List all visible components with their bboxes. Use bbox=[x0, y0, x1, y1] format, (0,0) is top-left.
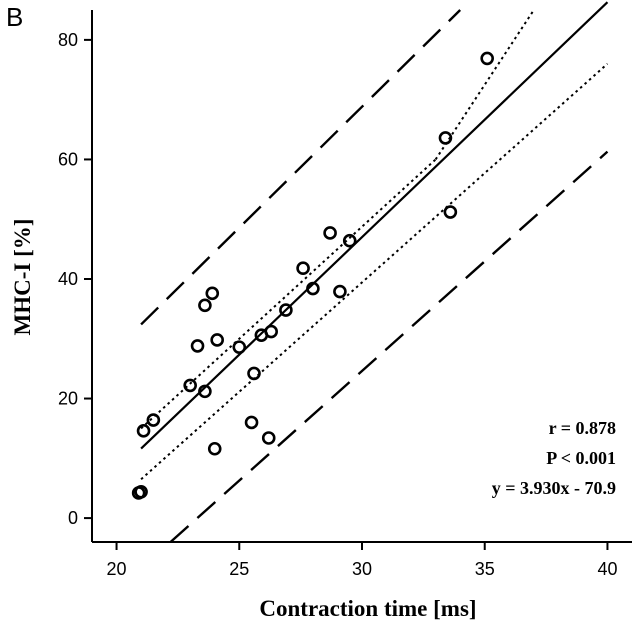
y-axis-title: MHC-I [%] bbox=[10, 219, 35, 336]
data-point bbox=[136, 424, 151, 438]
data-point bbox=[244, 415, 259, 430]
x-axis-title: Contraction time [ms] bbox=[259, 596, 476, 621]
data-point bbox=[210, 333, 224, 347]
x-tick-label: 25 bbox=[229, 559, 249, 579]
prediction-band-lower bbox=[169, 150, 609, 543]
data-point bbox=[443, 205, 458, 219]
plot-area bbox=[131, 1, 609, 543]
data-point bbox=[205, 286, 220, 301]
data-point bbox=[323, 226, 337, 240]
data-point bbox=[480, 51, 494, 66]
y-tick-label: 80 bbox=[58, 30, 78, 50]
data-point bbox=[207, 441, 222, 456]
correlation-label: r = 0.878 bbox=[549, 418, 616, 438]
data-point bbox=[198, 298, 212, 313]
data-point bbox=[342, 233, 357, 248]
data-point bbox=[306, 281, 320, 296]
x-axis-ticks: 20 25 30 35 40 bbox=[107, 542, 617, 579]
x-tick-label: 20 bbox=[107, 559, 127, 579]
data-point bbox=[279, 303, 293, 317]
y-tick-label: 0 bbox=[68, 508, 78, 528]
panel-label: B bbox=[6, 2, 23, 32]
data-point bbox=[333, 284, 347, 299]
data-point bbox=[232, 340, 247, 354]
data-point bbox=[264, 324, 278, 339]
x-tick-label: 35 bbox=[475, 559, 495, 579]
equation-label: y = 3.930x - 70.9 bbox=[492, 478, 616, 498]
data-point bbox=[183, 378, 197, 393]
data-point bbox=[198, 384, 212, 399]
x-tick-label: 30 bbox=[352, 559, 372, 579]
x-tick-label: 40 bbox=[597, 559, 617, 579]
y-tick-label: 40 bbox=[58, 269, 78, 289]
y-axis-ticks: 0 20 40 60 80 bbox=[58, 30, 92, 528]
y-tick-label: 60 bbox=[58, 149, 78, 169]
confidence-band-upper bbox=[140, 158, 437, 430]
data-point bbox=[296, 261, 310, 276]
y-tick-label: 20 bbox=[58, 389, 78, 409]
data-point bbox=[261, 431, 276, 445]
data-point bbox=[146, 413, 161, 427]
prediction-band-upper bbox=[140, 9, 462, 326]
regression-line bbox=[140, 1, 609, 450]
data-point bbox=[438, 131, 453, 145]
data-point bbox=[247, 366, 261, 381]
p-value-label: P < 0.001 bbox=[546, 448, 616, 468]
data-point bbox=[134, 484, 148, 499]
confidence-band-lower bbox=[140, 63, 609, 480]
data-point bbox=[190, 339, 205, 353]
